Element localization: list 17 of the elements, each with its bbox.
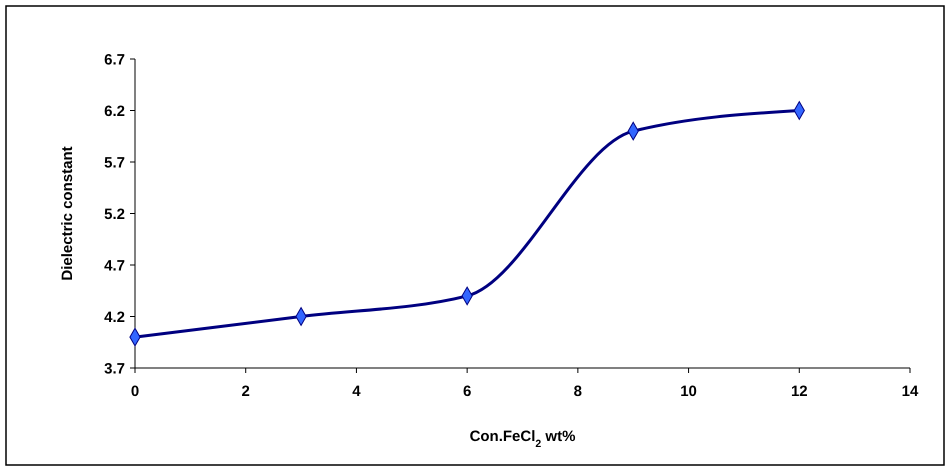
x-tick-label: 14	[902, 383, 919, 400]
x-tick-label: 12	[790, 383, 808, 400]
y-tick-label: 3.7	[104, 360, 125, 378]
y-axis-title: Dielectric constant	[59, 146, 76, 281]
x-tick-label: 4	[352, 383, 362, 400]
y-tick-label: 4.2	[104, 308, 125, 326]
x-tick-label: 6	[462, 383, 472, 400]
y-tick-label: 4.7	[104, 257, 125, 274]
x-tick-label: 2	[242, 383, 250, 400]
y-tick-label: 5.2	[104, 206, 125, 223]
x-tick-label: 0	[130, 383, 140, 400]
y-tick-label: 6.2	[104, 102, 125, 120]
x-tick-label: 8	[574, 383, 582, 400]
y-tick-label: 5.7	[104, 154, 125, 172]
x-tick-label: 10	[680, 383, 697, 400]
x-axis-title: Con.FeCl$_{2}$ wt%	[470, 428, 576, 450]
y-tick-label: 6.7	[104, 51, 125, 68]
